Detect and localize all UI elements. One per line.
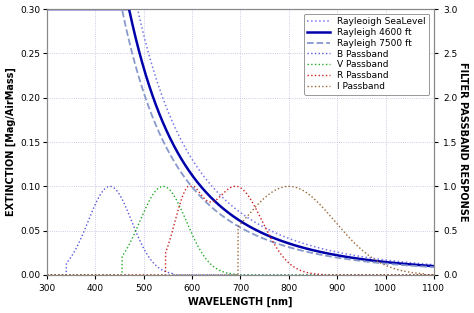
Y-axis label: FILTER PASSBAND RESPONSE: FILTER PASSBAND RESPONSE [458,62,468,222]
B Passband [424,273,429,277]
V Passband [160,184,166,188]
Legend: Rayleoigh SeaLevel, Rayleigh 4600 ft, Rayleigh 7500 ft, B Passband, V Passband, : Rayleoigh SeaLevel, Rayleigh 4600 ft, Ra… [304,13,429,95]
Line: V Passband: V Passband [47,186,434,275]
R Passband [210,200,215,204]
Line: Rayleoigh SeaLevel: Rayleoigh SeaLevel [47,9,434,265]
R Passband [44,273,50,277]
I Passband [286,184,292,188]
B Passband [107,184,113,188]
Rayleoigh SeaLevel [192,162,198,166]
Line: I Passband: I Passband [47,186,434,275]
Rayleoigh SeaLevel [423,262,429,266]
Line: Rayleigh 4600 ft: Rayleigh 4600 ft [47,9,434,266]
I Passband [192,273,198,277]
Rayleigh 4600 ft [192,178,198,182]
Rayleigh 7500 ft [44,7,50,11]
Rayleigh 4600 ft [382,260,388,264]
I Passband [111,273,117,277]
Rayleigh 4600 ft [431,264,437,268]
V Passband [111,273,117,277]
I Passband [431,273,437,277]
B Passband [193,273,199,277]
Rayleoigh SeaLevel [210,185,215,188]
Rayleigh 4600 ft [88,7,94,11]
Rayleoigh SeaLevel [382,258,388,262]
Rayleoigh SeaLevel [431,263,437,267]
Rayleigh 4600 ft [210,197,215,201]
I Passband [382,263,388,267]
V Passband [424,273,429,277]
Rayleigh 7500 ft [111,7,117,11]
R Passband [424,273,429,277]
B Passband [382,273,388,277]
Rayleigh 7500 ft [210,206,215,210]
Rayleigh 7500 ft [382,262,388,265]
Rayleigh 4600 ft [44,7,50,11]
V Passband [44,273,50,277]
Rayleoigh SeaLevel [44,7,50,11]
Rayleoigh SeaLevel [88,7,94,11]
B Passband [111,186,117,190]
I Passband [210,273,215,277]
Rayleigh 4600 ft [423,264,429,268]
V Passband [193,240,199,244]
Y-axis label: EXTINCTION [Mag/AirMass]: EXTINCTION [Mag/AirMass] [6,68,16,217]
B Passband [88,212,94,216]
Rayleigh 7500 ft [423,265,429,269]
Line: Rayleigh 7500 ft: Rayleigh 7500 ft [47,9,434,267]
R Passband [193,186,199,189]
R Passband [431,273,437,277]
I Passband [44,273,50,277]
V Passband [210,264,215,268]
B Passband [210,273,215,277]
V Passband [88,273,94,277]
R Passband [382,273,388,277]
Line: R Passband: R Passband [47,186,434,275]
V Passband [431,273,437,277]
Rayleigh 4600 ft [111,7,117,11]
B Passband [44,273,50,277]
R Passband [88,273,94,277]
R Passband [111,273,117,277]
X-axis label: WAVELENGTH [nm]: WAVELENGTH [nm] [188,297,293,307]
I Passband [424,273,429,277]
B Passband [431,273,437,277]
Rayleoigh SeaLevel [111,7,117,11]
V Passband [382,273,388,277]
R Passband [185,184,191,188]
I Passband [88,273,94,277]
Line: B Passband: B Passband [47,186,434,275]
Rayleigh 7500 ft [431,265,437,269]
Rayleigh 7500 ft [88,7,94,11]
Rayleigh 7500 ft [192,189,198,193]
